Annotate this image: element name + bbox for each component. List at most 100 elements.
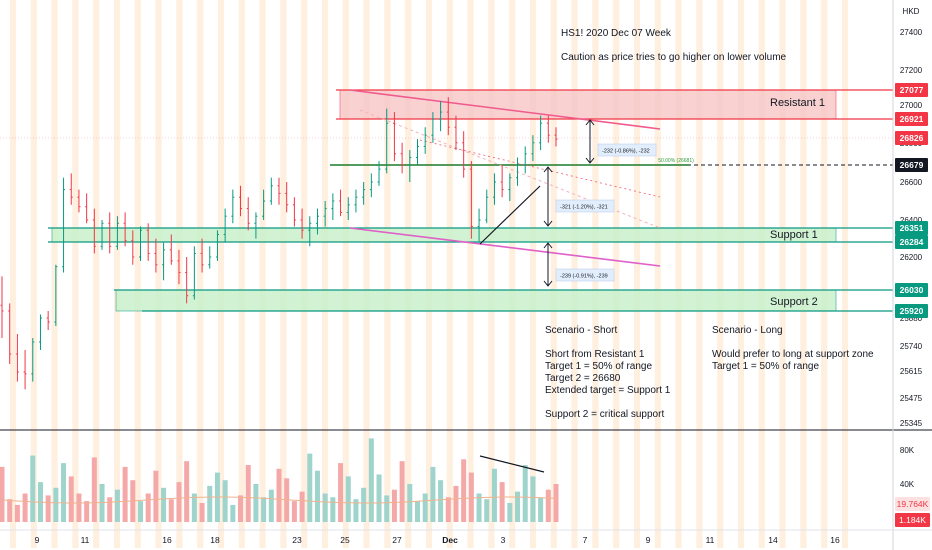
session-stripe bbox=[634, 0, 640, 548]
volume-bar bbox=[207, 485, 213, 522]
session-stripe bbox=[779, 0, 786, 548]
price-tag-label: 27077 bbox=[900, 85, 924, 95]
volume-current-label: 19.764K bbox=[897, 499, 929, 509]
volume-bar bbox=[322, 493, 328, 522]
volume-bar bbox=[491, 468, 497, 522]
price-tick-label: 27200 bbox=[900, 66, 923, 75]
volume-bar bbox=[345, 476, 351, 522]
measure-arrowhead bbox=[543, 280, 553, 287]
volume-bar bbox=[199, 503, 205, 522]
volume-bar bbox=[368, 438, 374, 522]
measure-label-box bbox=[555, 199, 615, 213]
price-tick-label: 26400 bbox=[900, 216, 923, 225]
time-tick-label: 3 bbox=[501, 535, 506, 545]
volume-bar bbox=[122, 466, 128, 522]
price-tag bbox=[895, 131, 928, 145]
volume-bar bbox=[61, 463, 67, 522]
session-stripe bbox=[467, 0, 474, 548]
volume-bar bbox=[99, 484, 105, 522]
volume-trendline bbox=[479, 455, 545, 473]
price-tag-label: 26030 bbox=[900, 285, 924, 295]
volume-bar bbox=[468, 472, 474, 522]
session-stripe bbox=[30, 0, 37, 548]
price-tag bbox=[895, 283, 928, 297]
volume-bar bbox=[168, 499, 174, 522]
volume-bar bbox=[176, 482, 182, 522]
volume-bar bbox=[353, 499, 359, 522]
volume-bar bbox=[222, 480, 228, 522]
session-stripe bbox=[550, 0, 557, 548]
volume-tick-label: 40K bbox=[900, 480, 915, 489]
volume-bar bbox=[76, 493, 82, 522]
price-tag bbox=[895, 304, 928, 318]
price-tag-label: 25920 bbox=[900, 306, 924, 316]
time-tick-label: 18 bbox=[210, 535, 220, 545]
volume-bar bbox=[338, 463, 344, 522]
volume-bar bbox=[261, 497, 267, 522]
session-stripe bbox=[301, 0, 308, 548]
volume-bar bbox=[484, 499, 490, 522]
price-tick-label: 25880 bbox=[900, 314, 923, 323]
volume-bar bbox=[415, 501, 420, 522]
measure-label-box bbox=[555, 268, 615, 282]
session-stripe bbox=[93, 0, 100, 548]
volume-bar bbox=[538, 497, 544, 522]
session-stripe bbox=[342, 0, 349, 548]
volume-bar bbox=[14, 504, 20, 522]
volume-bar bbox=[191, 493, 197, 522]
volume-bar bbox=[0, 466, 5, 522]
time-tick-label: 7 bbox=[583, 535, 588, 545]
price-tick-label: 25615 bbox=[900, 367, 923, 376]
volume-bars bbox=[0, 438, 559, 522]
time-tick-label: 11 bbox=[81, 535, 90, 545]
time-tick-label: 27 bbox=[392, 535, 402, 545]
volume-bar bbox=[445, 497, 451, 522]
session-stripe bbox=[842, 0, 848, 548]
volume-bar bbox=[30, 455, 36, 522]
session-stripe bbox=[238, 0, 245, 548]
session-stripe bbox=[114, 0, 120, 548]
measure-label: -239 (-0.91%), -239 bbox=[560, 274, 608, 280]
session-stripe bbox=[821, 0, 828, 548]
volume-bar bbox=[238, 495, 244, 522]
session-stripe bbox=[384, 0, 391, 548]
support-2-label: Support 2 bbox=[770, 296, 818, 308]
price-tag-label: 26679 bbox=[900, 160, 924, 170]
session-stripe bbox=[800, 0, 807, 548]
time-tick-label: Dec bbox=[442, 535, 458, 545]
price-tick-label: 25475 bbox=[900, 394, 923, 403]
session-stripe bbox=[426, 0, 432, 548]
volume-bar bbox=[291, 501, 297, 522]
price-tick-label: 27000 bbox=[900, 101, 923, 110]
volume-bar bbox=[161, 487, 167, 522]
volume-bar bbox=[145, 493, 151, 522]
volume-bar bbox=[7, 499, 13, 522]
price-tag bbox=[895, 235, 928, 249]
volume-bar bbox=[153, 470, 159, 522]
price-tick-label: 26600 bbox=[900, 178, 923, 187]
support-2-zone bbox=[115, 289, 837, 312]
session-stripe bbox=[363, 0, 370, 548]
measure-label: -321 (-1.20%), -321 bbox=[560, 205, 608, 211]
session-stripe bbox=[405, 0, 412, 548]
time-tick-label: 23 bbox=[292, 535, 302, 545]
projection-arrow-line bbox=[479, 185, 541, 245]
session-stripe bbox=[613, 0, 620, 548]
time-tick-label: 16 bbox=[162, 535, 172, 545]
session-stripe bbox=[72, 0, 79, 548]
volume-bar bbox=[299, 491, 305, 522]
time-tick-label: 9 bbox=[35, 535, 40, 545]
session-stripe bbox=[134, 0, 141, 548]
price-tick-label: 25345 bbox=[900, 419, 923, 428]
volume-bar bbox=[515, 491, 521, 522]
scenario-short-text: Scenario - Short Short from Resistant 1 … bbox=[545, 325, 671, 420]
volume-current-tag bbox=[895, 497, 930, 511]
session-stripe bbox=[509, 0, 516, 548]
session-stripe bbox=[717, 0, 724, 548]
session-stripe bbox=[218, 0, 224, 548]
time-tick-label: 25 bbox=[340, 535, 350, 545]
volume-bar bbox=[245, 465, 251, 522]
session-stripe bbox=[675, 0, 682, 548]
